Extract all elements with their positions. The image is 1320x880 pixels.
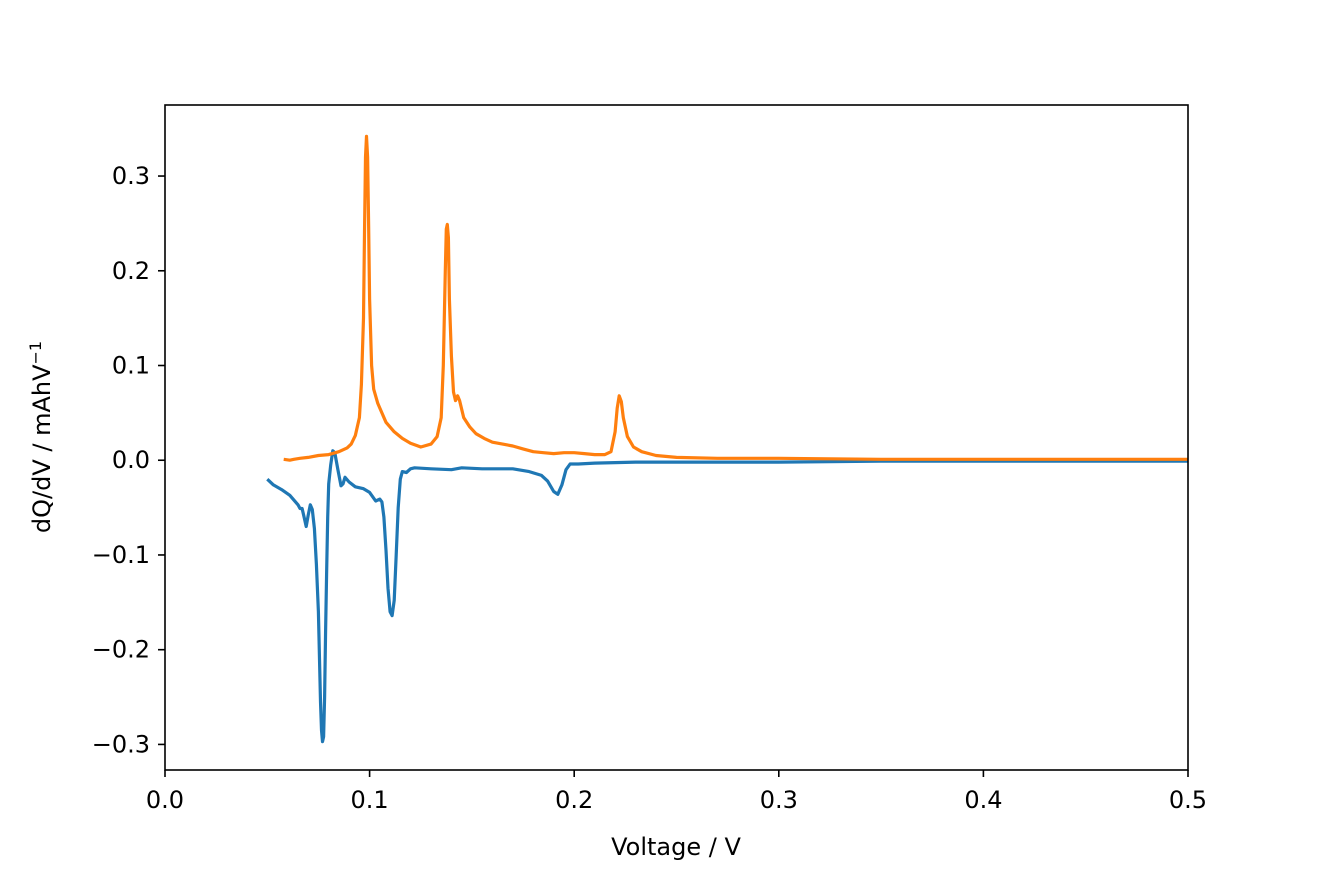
y-axis: −0.3 −0.2 −0.1 0.0 0.1 0.2 0.3 [92, 162, 165, 758]
series-line-2 [283, 134, 1188, 462]
x-tick-label: 0.3 [760, 786, 798, 814]
x-tick-label: 0.5 [1169, 786, 1207, 814]
x-tick-label: 0.4 [964, 786, 1002, 814]
series-layer [266, 134, 1188, 744]
series-line-1 [266, 449, 1188, 744]
x-axis-label: Voltage / V [611, 833, 741, 861]
y-tick-label: 0.2 [112, 257, 150, 285]
x-tick-label: 0.2 [555, 786, 593, 814]
y-tick-label: 0.0 [112, 446, 150, 474]
x-tick-label: 0.1 [351, 786, 389, 814]
y-axis-label: dQ/dV / mAhV−1 [26, 341, 56, 533]
y-tick-label: 0.1 [112, 352, 150, 380]
axes-frame [164, 104, 1189, 771]
x-axis: 0.0 0.1 0.2 0.3 0.4 0.5 [146, 770, 1207, 814]
y-tick-label: −0.2 [92, 636, 150, 664]
y-axis-label-text: dQ/dV / mAhV [28, 364, 56, 533]
x-tick-label: 0.0 [146, 786, 184, 814]
plot-area [165, 105, 1188, 770]
y-axis-label-superscript: −1 [26, 341, 45, 365]
y-tick-label: −0.3 [92, 730, 150, 758]
y-tick-label: −0.1 [92, 541, 150, 569]
y-tick-label: 0.3 [112, 162, 150, 190]
